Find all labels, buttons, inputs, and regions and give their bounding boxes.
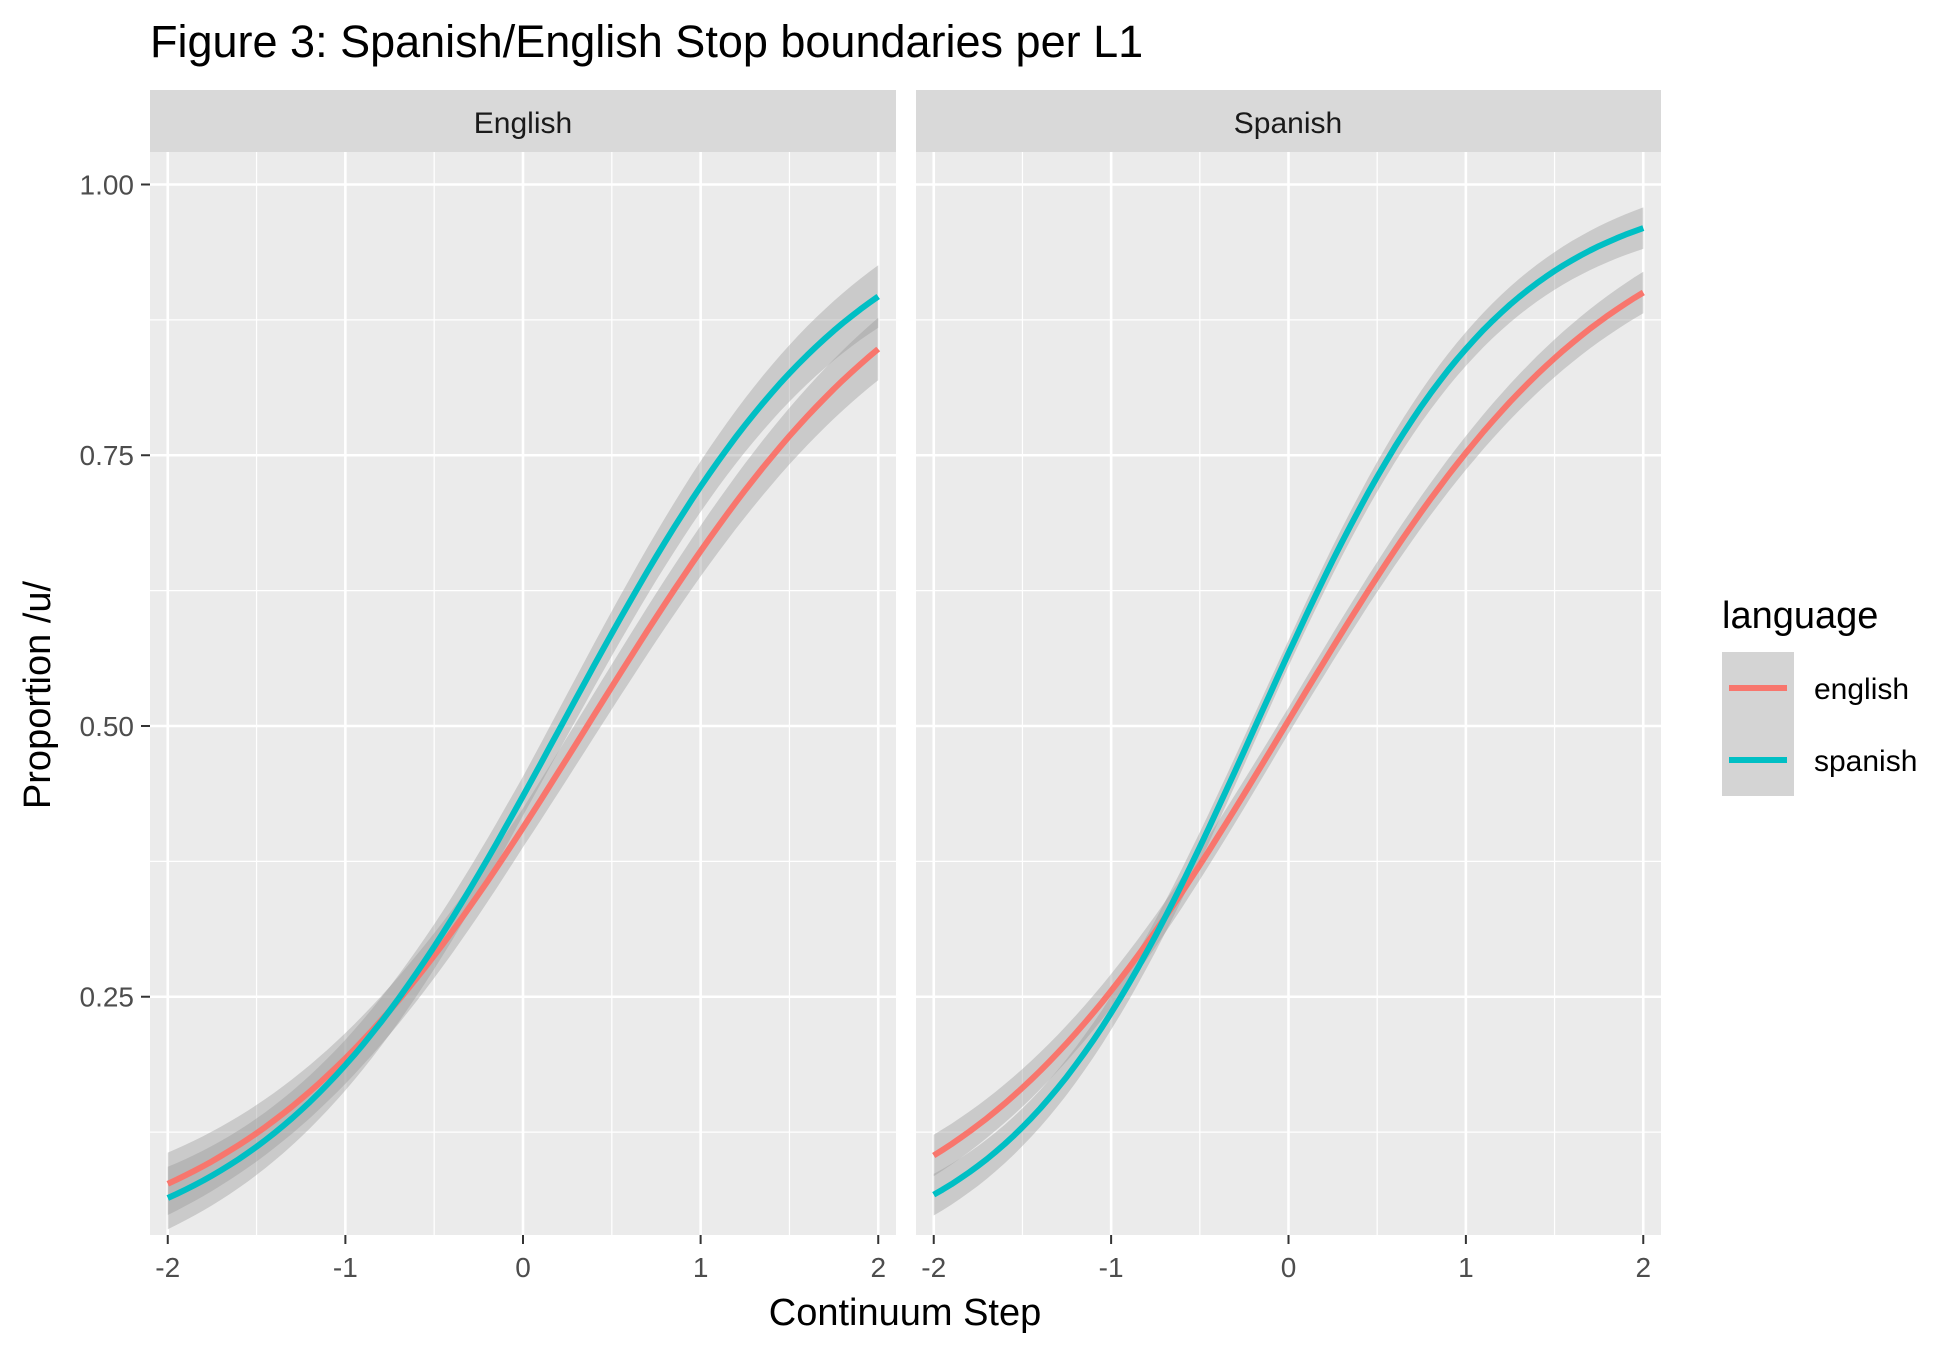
x-axis-english: -2 -1 0 1 2 <box>155 1235 886 1283</box>
x-axis-title: Continuum Step <box>769 1292 1042 1334</box>
confidence-band-english <box>167 317 879 1215</box>
x-tick-label: 0 <box>1281 1252 1297 1283</box>
y-axis: 0.25 0.50 0.75 1.00 <box>80 169 150 1013</box>
facet-strip-spanish <box>916 90 1661 152</box>
legend-label-english: english <box>1814 673 1909 706</box>
panel-english: English -2 -1 0 1 2 <box>150 90 896 1283</box>
legend-label-spanish: spanish <box>1814 745 1917 778</box>
x-tick-label: 2 <box>870 1252 886 1283</box>
y-tick-label: 0.25 <box>80 982 135 1013</box>
series-line-spanish-spanish <box>932 225 1645 1198</box>
y-axis-title: Proportion /u/ <box>17 580 59 809</box>
facet-label-spanish: Spanish <box>1234 107 1342 140</box>
confidence-band-spanish <box>167 265 879 1230</box>
series-line-english-english <box>166 346 881 1187</box>
facet-strip-english <box>150 90 896 152</box>
facet-label-english: English <box>474 107 572 140</box>
x-axis-spanish: -2 -1 0 1 2 <box>921 1235 1651 1283</box>
x-tick-label: 1 <box>693 1252 709 1283</box>
legend: language english spanish <box>1722 595 1917 796</box>
x-tick-label: 0 <box>515 1252 531 1283</box>
chart-title: Figure 3: Spanish/English Stop boundarie… <box>150 16 1143 67</box>
x-tick-label: 2 <box>1635 1252 1651 1283</box>
x-tick-label: -2 <box>921 1252 946 1283</box>
series-lines-english <box>166 294 881 1201</box>
gridlines-spanish <box>916 152 1661 1235</box>
confidence-bands-english <box>167 265 879 1230</box>
x-tick-label: -2 <box>155 1252 180 1283</box>
x-tick-label: -1 <box>1099 1252 1124 1283</box>
series-lines-spanish <box>932 225 1645 1198</box>
series-line-english-spanish <box>932 289 1645 1159</box>
x-tick-label: -1 <box>333 1252 358 1283</box>
y-tick-label: 0.50 <box>80 711 135 742</box>
panel-spanish: Spanish -2 -1 0 1 2 <box>916 90 1661 1283</box>
series-line-spanish-english <box>166 294 880 1201</box>
legend-title: language <box>1722 595 1878 637</box>
y-tick-label: 1.00 <box>80 169 135 200</box>
y-tick-label: 0.75 <box>80 440 135 471</box>
x-tick-label: 1 <box>1458 1252 1474 1283</box>
